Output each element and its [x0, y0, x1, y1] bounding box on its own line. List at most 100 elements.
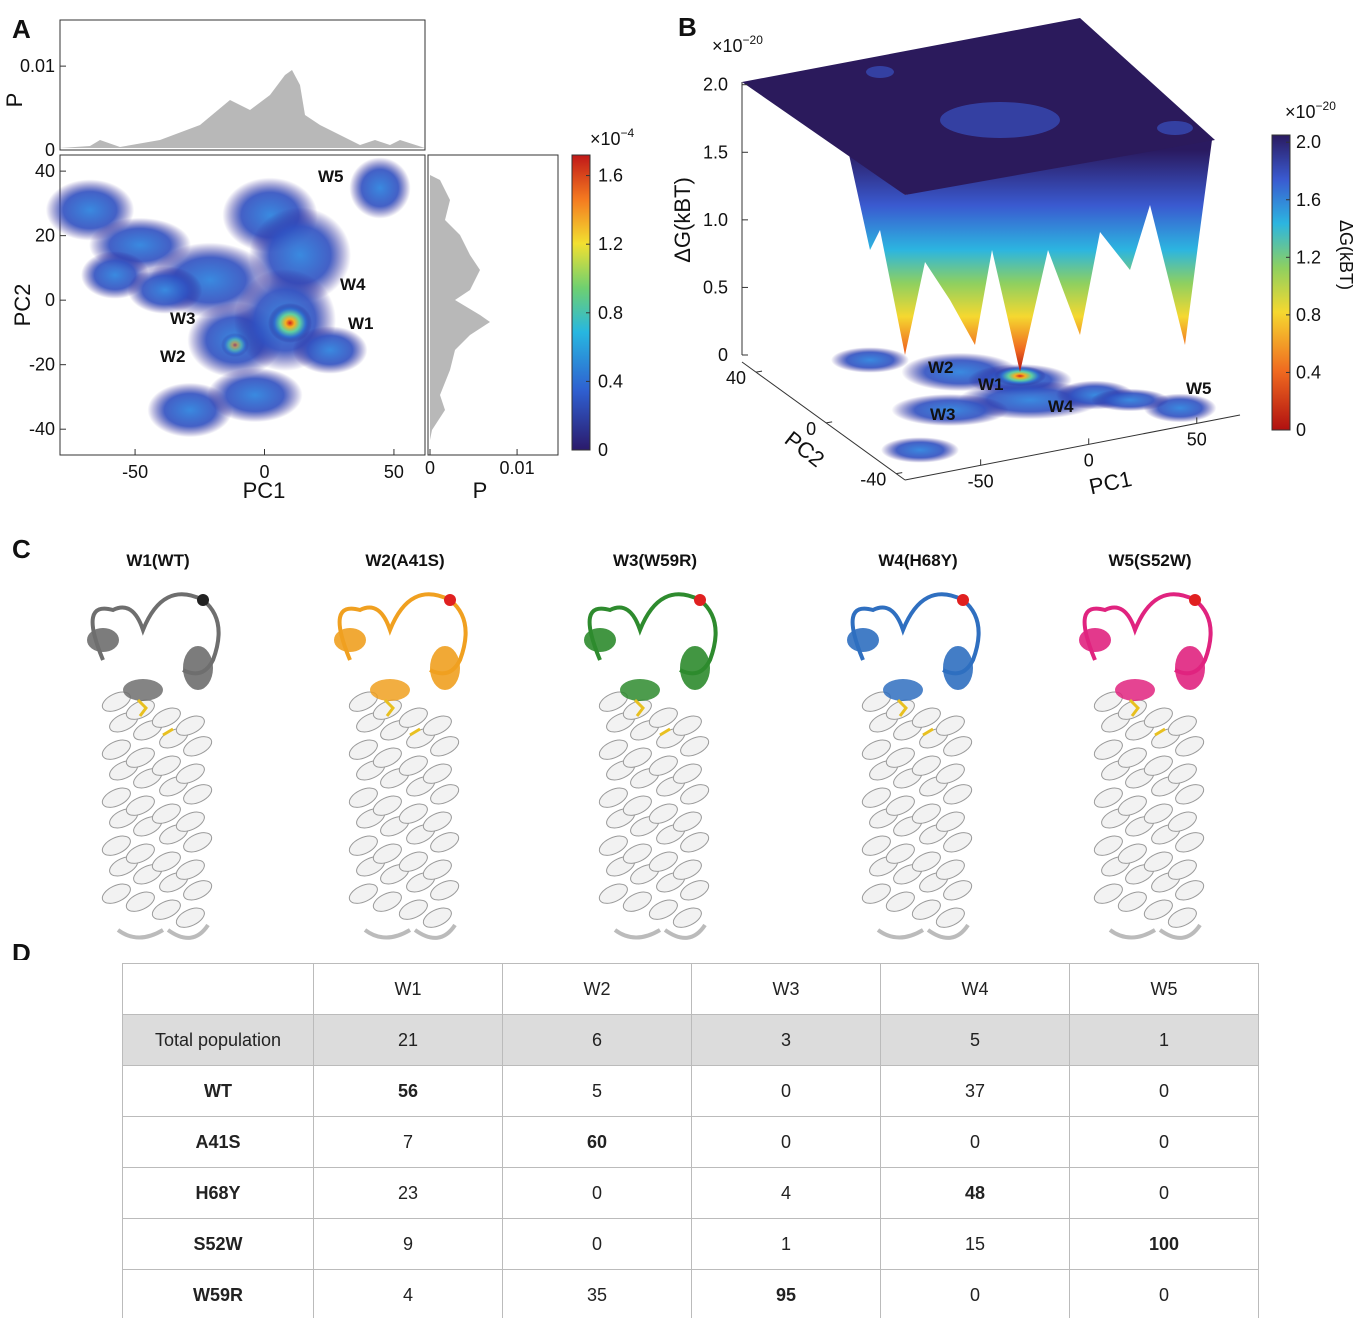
colorbar-label: ΔG(kBT) — [1336, 220, 1353, 290]
population-table: W1W2W3W4W5Total population216351WT565037… — [122, 963, 1259, 1318]
protein-structure — [584, 594, 716, 938]
surface-detail — [866, 66, 894, 78]
active-helix — [183, 646, 213, 690]
table-cell: 0 — [881, 1117, 1070, 1168]
table-cell: 23 — [314, 1168, 503, 1219]
surface-detail — [1157, 121, 1193, 135]
table-cell: 1 — [1070, 1015, 1259, 1066]
table-cell: 100 — [1070, 1219, 1259, 1270]
y-axis-label: PC2 — [780, 426, 829, 472]
y-tick-label: 0 — [45, 140, 55, 160]
active-helix — [584, 628, 616, 652]
x-tick-label: 50 — [1187, 429, 1207, 449]
z-tick-label: 2.0 — [703, 75, 728, 95]
row-label: A41S — [123, 1117, 314, 1168]
annotation: W2 — [160, 347, 186, 366]
figure: A B C D ×10−4 PC1 PC2 P P W5 W4 W1 W3 W2… — [0, 0, 1353, 1318]
protein-structure — [87, 594, 219, 938]
table-cell: 56 — [314, 1066, 503, 1117]
table-cell: 15 — [881, 1219, 1070, 1270]
multiplier: ×10 — [712, 36, 743, 56]
marginal-density — [60, 70, 425, 148]
colorbar — [572, 155, 590, 450]
table-cell: 0 — [1070, 1270, 1259, 1318]
y-axis-label: P — [2, 93, 27, 108]
annotation: W5 — [318, 167, 344, 186]
density-region — [128, 266, 203, 314]
protein-structure — [847, 594, 979, 938]
table-row: WT5650370 — [123, 1066, 1259, 1117]
loop — [118, 925, 208, 938]
row-label: W59R — [123, 1270, 314, 1318]
mutation-site — [957, 594, 969, 606]
table-cell: 21 — [314, 1015, 503, 1066]
table-row: H68Y2304480 — [123, 1168, 1259, 1219]
colorbar-tick-label: 1.2 — [1296, 247, 1321, 267]
table-cell: 37 — [881, 1066, 1070, 1117]
panel-label: B — [678, 12, 697, 42]
colorbar — [1272, 135, 1290, 430]
structure-label: W4(H68Y) — [878, 551, 957, 570]
active-helix — [430, 646, 460, 690]
y-tick-label: 0 — [45, 290, 55, 310]
loop — [1110, 925, 1200, 938]
figure-panels: A B C D ×10−4 PC1 PC2 P P W5 W4 W1 W3 W2… — [0, 0, 1353, 960]
active-helix — [943, 646, 973, 690]
multiplier: ×10 — [590, 129, 621, 149]
surface-detail — [940, 102, 1060, 138]
active-helix — [370, 679, 410, 701]
annotation: W1 — [978, 375, 1004, 394]
colorbar-multiplier: ×10−4 — [590, 126, 635, 149]
annotation: W3 — [930, 405, 956, 424]
colorbar-multiplier: ×10−20 — [1285, 99, 1336, 122]
structure-label: W2(A41S) — [365, 551, 444, 570]
x-tick-label: -50 — [122, 462, 148, 482]
colorbar-tick-label: 0 — [598, 440, 608, 460]
annotation: W1 — [348, 314, 374, 333]
mutation-site — [444, 594, 456, 606]
table-cell: 35 — [503, 1270, 692, 1318]
annotation: W5 — [1186, 379, 1212, 398]
exponent: −4 — [621, 126, 635, 140]
x-axis-label: PC1 — [1087, 466, 1134, 499]
colorbar-tick-label: 0.8 — [1296, 305, 1321, 325]
column-header: W1 — [314, 964, 503, 1015]
active-helix — [1079, 628, 1111, 652]
y-tick-label: 40 — [35, 161, 55, 181]
x-tick-label: 50 — [384, 462, 404, 482]
y-tick-label: -20 — [29, 355, 55, 375]
annotation: W4 — [340, 275, 366, 294]
column-header: W5 — [1070, 964, 1259, 1015]
annotation: W3 — [170, 309, 196, 328]
x-tick-label: 0 — [425, 458, 435, 478]
table-row: W59R4359500 — [123, 1270, 1259, 1318]
axis-multiplier: ×10−20 — [712, 33, 763, 56]
table-cell: 0 — [692, 1066, 881, 1117]
table-cell: 48 — [881, 1168, 1070, 1219]
loop — [365, 925, 455, 938]
table-cell: 4 — [314, 1270, 503, 1318]
column-header: W4 — [881, 964, 1070, 1015]
active-helix — [1115, 679, 1155, 701]
annotation: W4 — [1048, 397, 1074, 416]
table-cell: 60 — [503, 1117, 692, 1168]
exponent: −20 — [743, 33, 764, 47]
loop — [615, 925, 705, 938]
structure-label: W5(S52W) — [1108, 551, 1191, 570]
table-cell: 0 — [503, 1168, 692, 1219]
active-helix — [87, 628, 119, 652]
y-axis-label: PC2 — [10, 284, 35, 327]
z-tick-label: 1.0 — [703, 210, 728, 230]
table-cell: 0 — [692, 1117, 881, 1168]
active-helix — [883, 679, 923, 701]
z-tick-label: 0.5 — [703, 277, 728, 297]
colorbar-tick-label: 1.2 — [598, 234, 623, 254]
x-tick-label: 0 — [1084, 450, 1094, 470]
active-helix — [847, 628, 879, 652]
column-header: W3 — [692, 964, 881, 1015]
corner-cell — [123, 964, 314, 1015]
mutation-site — [197, 594, 209, 606]
y-tick-label: 20 — [35, 226, 55, 246]
colorbar-tick-label: 0 — [1296, 420, 1306, 440]
x-axis-label: P — [473, 478, 488, 503]
